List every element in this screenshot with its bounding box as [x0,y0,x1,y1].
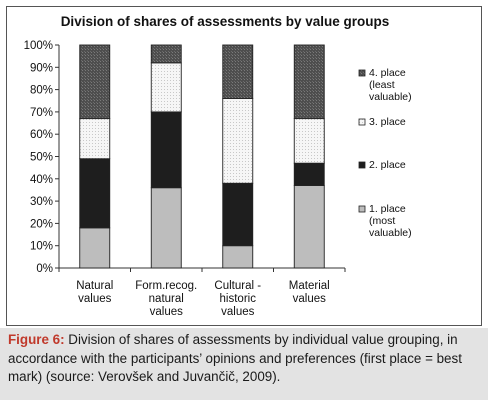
legend-swatch [358,205,366,213]
legend-label: valuable) [369,91,412,103]
bar-segment [150,187,182,269]
bar-segment [293,44,325,120]
stacked-bar-chart: Division of shares of assessments by val… [24,14,412,318]
bar-segment [79,44,111,120]
y-tick-label: 0% [36,263,53,275]
bar-segment [79,118,111,160]
y-tick-label: 60% [30,129,53,141]
y-tick-label: 40% [30,174,53,186]
x-tick-label: Material [289,280,330,292]
y-tick-label: 20% [30,218,53,230]
y-tick-label: 80% [30,85,53,97]
y-tick-label: 100% [24,40,53,52]
chart-title: Division of shares of assessments by val… [61,14,390,29]
y-tick-label: 10% [30,241,53,253]
legend-label: 1. place [369,203,406,215]
bar-segment [293,118,325,164]
legend-label: 2. place [369,159,406,171]
bar-segment [222,245,254,269]
x-tick-label: values [78,293,111,305]
bar-segment [150,111,182,189]
x-tick-label: Natural [76,280,113,292]
y-tick-label: 90% [30,62,53,74]
bar-segment [79,227,111,269]
y-tick-label: 50% [30,152,53,164]
bar-segment [150,44,182,64]
legend-label: (most [369,215,395,227]
caption-background [0,328,488,400]
bar-segment [222,44,254,99]
legend-label: 3. place [369,116,406,128]
plot-area: 0% 10% 20% 30% 40% 50% 60% 70% 80% 90% 100% Natural… [24,40,346,318]
chart-frame: Division of shares of assessments by val… [6,6,482,326]
figure-caption: Figure 6: Division of shares of assessme… [8,331,482,387]
bar-segment [293,162,325,186]
bar-segment [79,158,111,229]
x-tick-label: values [150,306,183,318]
legend-swatch [358,161,366,169]
legend-label: 4. place [369,67,406,79]
x-tick-label: values [293,293,326,305]
legend-swatch [358,118,366,126]
bar-segment [293,185,325,269]
x-tick-label: Cultural - [214,280,261,292]
bar-segment [222,98,254,184]
bar-segment [150,62,182,113]
legend-label: valuable) [369,227,412,239]
x-tick-label: values [221,306,254,318]
y-tick-label: 70% [30,107,53,119]
legend-swatch [358,69,366,77]
figure-label: Figure 6: [8,332,65,347]
bar-segment [222,182,254,247]
x-tick-label: natural [149,293,184,305]
caption-text: Division of shares of assessments by ind… [8,332,462,384]
x-tick-label: historic [220,293,257,305]
y-tick-label: 30% [30,196,53,208]
x-tick-label: Form.recog. [135,280,197,292]
legend-label: (least [369,79,395,91]
